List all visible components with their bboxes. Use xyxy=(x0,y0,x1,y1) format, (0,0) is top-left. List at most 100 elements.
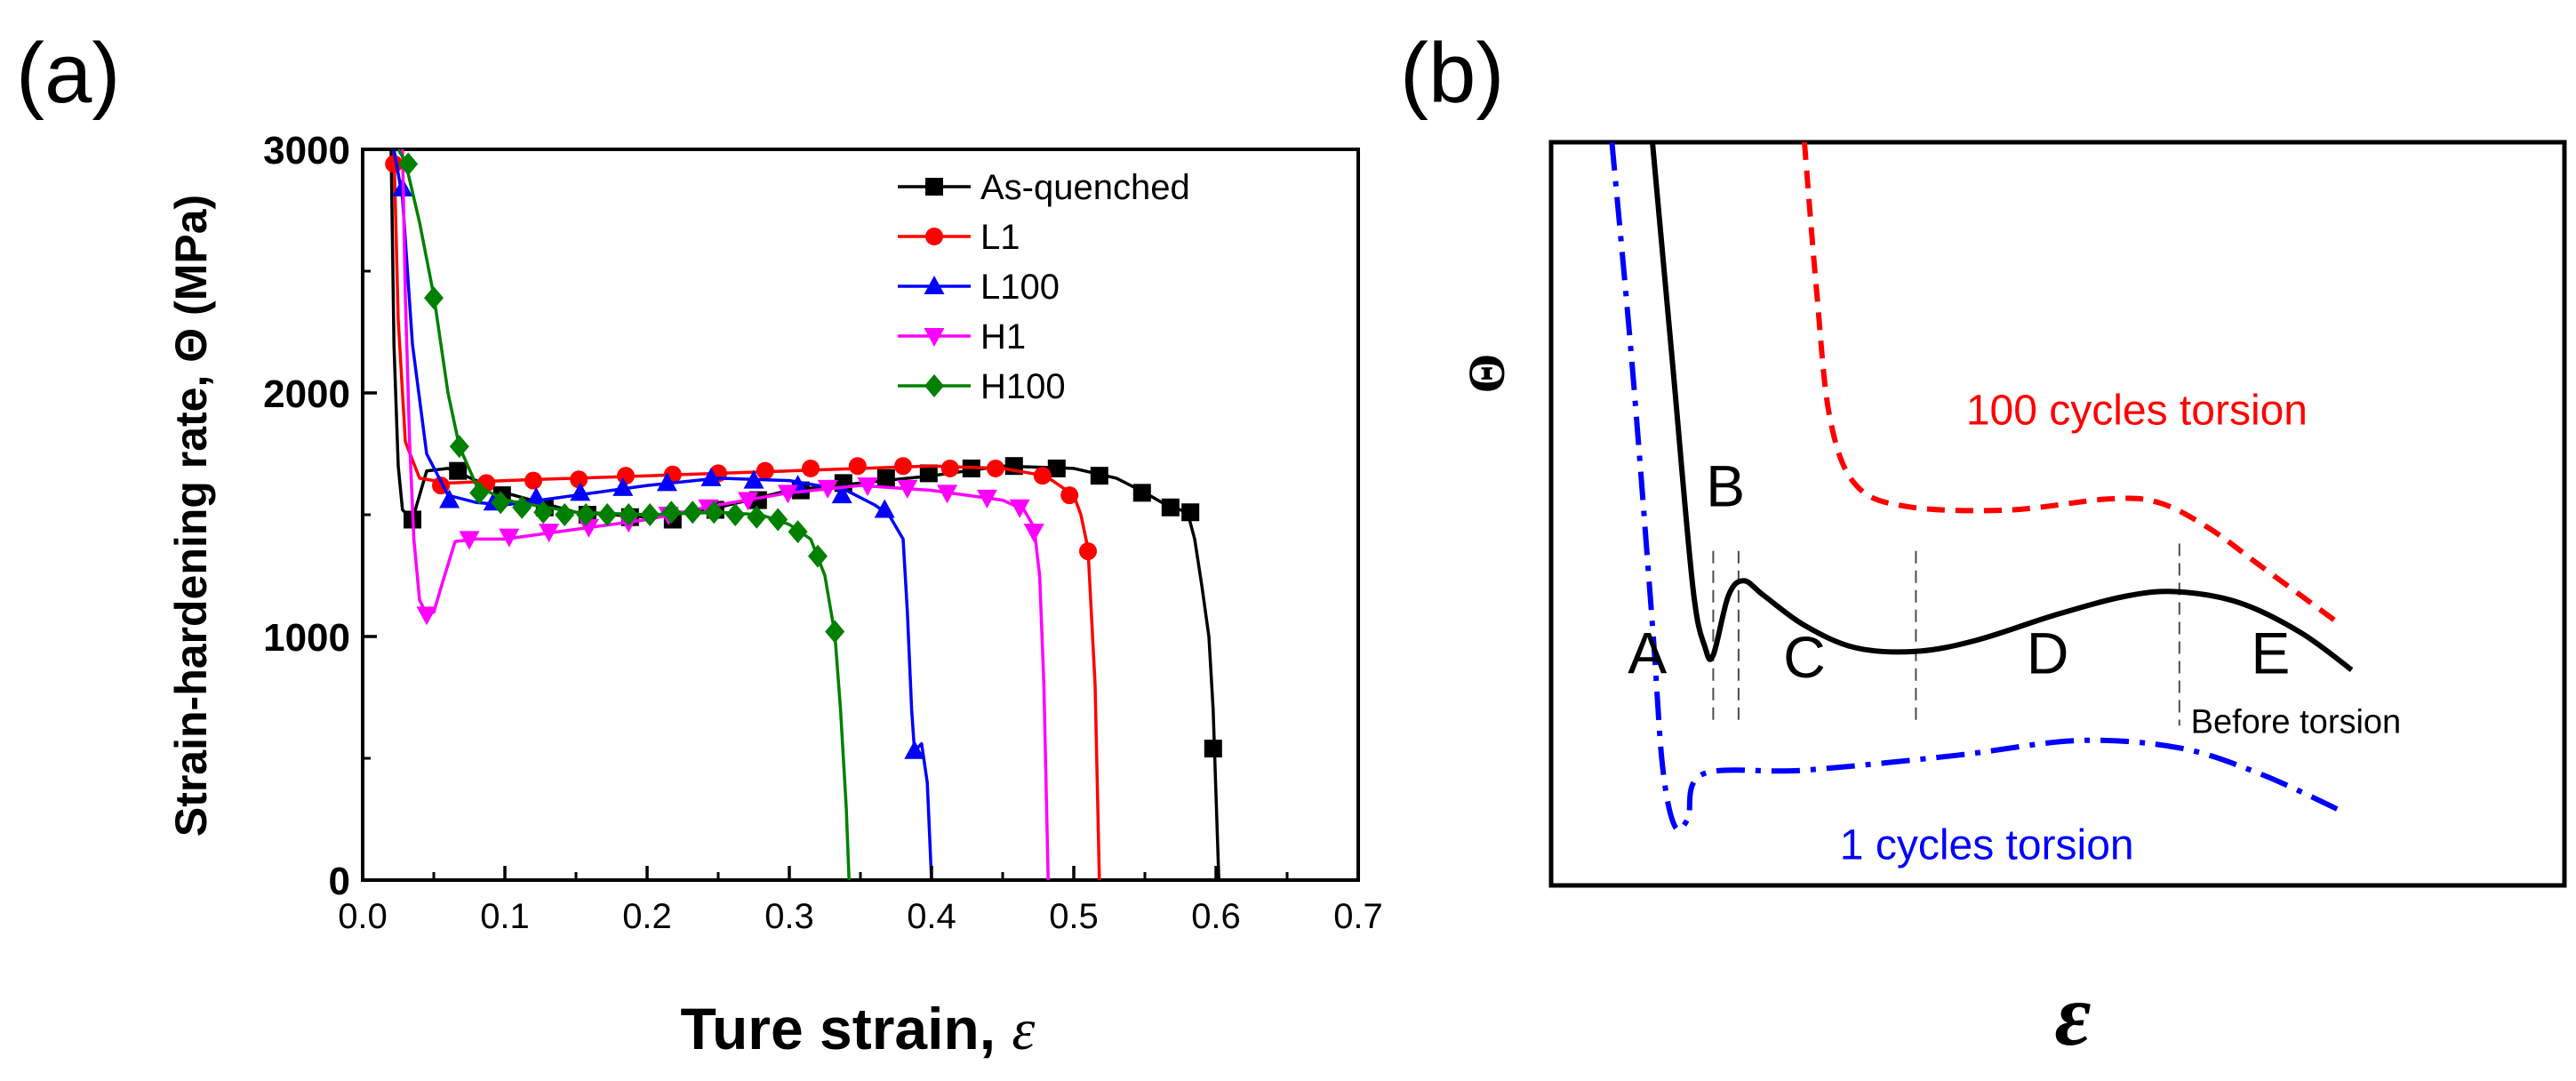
data-point-1-13 xyxy=(987,459,1004,477)
data-point-2-12 xyxy=(904,740,925,759)
schematic-curve-0 xyxy=(1650,142,2354,673)
legend-marker-1 xyxy=(925,228,943,245)
data-point-4-3 xyxy=(469,481,490,505)
data-point-2-4 xyxy=(570,482,591,501)
data-point-2-11 xyxy=(874,499,895,518)
legend-marker-2 xyxy=(924,276,945,294)
panel-a-label: (a) xyxy=(16,26,120,121)
x-tick-label: 0.4 xyxy=(907,897,956,936)
legend-label-2: L100 xyxy=(980,268,1060,307)
stage-label-D: D xyxy=(2027,621,2069,686)
y-tick-label: 2000 xyxy=(263,372,350,416)
data-point-3-16 xyxy=(1023,524,1044,543)
data-point-4-9 xyxy=(597,503,618,526)
stage-label-E: E xyxy=(2251,621,2290,686)
data-point-4-19 xyxy=(808,544,828,568)
legend-marker-4 xyxy=(924,374,944,397)
data-point-2-1 xyxy=(439,489,460,508)
series-line-2 xyxy=(392,148,933,881)
data-point-4-1 xyxy=(424,286,444,310)
data-point-3-12 xyxy=(897,479,918,499)
schematic-curve-2 xyxy=(1609,142,2343,833)
data-point-1-12 xyxy=(940,459,959,477)
stage-label-B: B xyxy=(1706,453,1745,519)
y-axis-title-a: Strain-hardening rate, Θ (MPa) xyxy=(166,195,216,837)
y-ticks-a: 0 1000 2000 3000 xyxy=(263,129,377,903)
data-point-3-9 xyxy=(777,484,798,504)
data-point-4-13 xyxy=(683,500,703,524)
x-tick-label: 0.2 xyxy=(622,897,672,936)
schematic-curve-1 xyxy=(1802,142,2343,628)
data-point-3-0 xyxy=(416,606,437,626)
data-point-0-15 xyxy=(1047,459,1066,477)
data-point-4-18 xyxy=(788,520,808,544)
stage-label-A: A xyxy=(1628,621,1667,686)
x-tick-label: 0.0 xyxy=(338,897,388,936)
series-line-3 xyxy=(401,148,1050,881)
data-point-2-5 xyxy=(612,476,634,496)
data-point-3-11 xyxy=(857,477,878,497)
data-point-3-3 xyxy=(539,524,560,543)
data-point-4-0 xyxy=(398,152,419,176)
data-point-4-12 xyxy=(661,500,682,524)
series-group-b xyxy=(1609,142,2354,833)
data-point-4-14 xyxy=(704,500,724,524)
data-point-1-16 xyxy=(1079,542,1097,561)
data-point-3-1 xyxy=(459,531,480,550)
x-ticks-a: 0.0 0.1 0.2 0.3 0.4 0.5 0.6 0.7 xyxy=(338,866,1383,936)
stage-labels: A B C D E xyxy=(1628,453,2290,690)
data-point-4-2 xyxy=(449,435,469,459)
data-point-3-2 xyxy=(499,528,520,548)
series-label-0: Before torsion xyxy=(2191,704,2402,741)
series-group-a xyxy=(385,148,1222,881)
data-point-0-19 xyxy=(1181,503,1200,522)
series-label-2: 1 cycles torsion xyxy=(1840,822,2134,869)
series-labels-b: Before torsion 100 cycles torsion 1 cycles… xyxy=(1840,388,2401,869)
data-point-4-17 xyxy=(768,508,788,532)
data-point-4-20 xyxy=(825,620,845,644)
data-point-1-11 xyxy=(894,457,912,476)
data-point-3-13 xyxy=(937,484,958,504)
legend-label-4: H100 xyxy=(980,367,1066,406)
y-tick-label: 3000 xyxy=(263,129,350,172)
x-axis-title-a: Ture strain, ε xyxy=(681,996,1036,1062)
data-point-4-15 xyxy=(725,503,746,526)
data-point-2-3 xyxy=(525,486,547,506)
data-point-0-11 xyxy=(876,468,895,487)
data-point-3-10 xyxy=(817,479,838,499)
data-point-3-15 xyxy=(1009,499,1030,518)
data-point-1-10 xyxy=(848,457,867,476)
data-point-1-3 xyxy=(524,471,542,490)
series-line-0 xyxy=(389,148,1220,881)
x-tick-label: 0.5 xyxy=(1049,897,1099,936)
data-point-0-12 xyxy=(919,464,938,483)
x-axis-symbol: ε xyxy=(1012,997,1035,1062)
data-point-1-4 xyxy=(570,470,588,489)
data-point-1-9 xyxy=(802,459,820,477)
panel-a: (a) 0.0 0.1 0.2 0.3 0.4 0.5 0.6 0.7 0 1000 2000 30… xyxy=(16,26,1383,1062)
plot-frame-a xyxy=(361,148,1360,882)
x-axis-title-b: ε xyxy=(2054,965,2091,1064)
y-tick-label: 1000 xyxy=(263,616,350,660)
y-axis-title-b: Θ xyxy=(1458,353,1516,393)
data-point-0-1 xyxy=(449,461,468,480)
data-point-2-8 xyxy=(743,469,764,489)
data-point-4-10 xyxy=(619,503,639,526)
legend-label-0: As-quenched xyxy=(980,168,1190,207)
panel-b-label: (b) xyxy=(1400,26,1504,121)
data-point-3-8 xyxy=(738,492,759,511)
y-tick-label: 0 xyxy=(329,860,350,903)
data-point-2-10 xyxy=(831,484,852,504)
x-axis-title-text: Ture strain, xyxy=(681,996,1012,1061)
data-point-3-14 xyxy=(976,489,997,508)
data-point-4-11 xyxy=(640,503,660,526)
data-point-4-4 xyxy=(491,491,511,515)
data-point-4-8 xyxy=(576,503,596,526)
stage-label-C: C xyxy=(1783,624,1826,690)
data-point-1-8 xyxy=(756,461,774,480)
data-point-2-7 xyxy=(700,467,722,486)
series-label-1: 100 cycles torsion xyxy=(1966,388,2308,435)
legend-label-3: H1 xyxy=(980,317,1026,356)
data-point-4-5 xyxy=(512,495,532,519)
